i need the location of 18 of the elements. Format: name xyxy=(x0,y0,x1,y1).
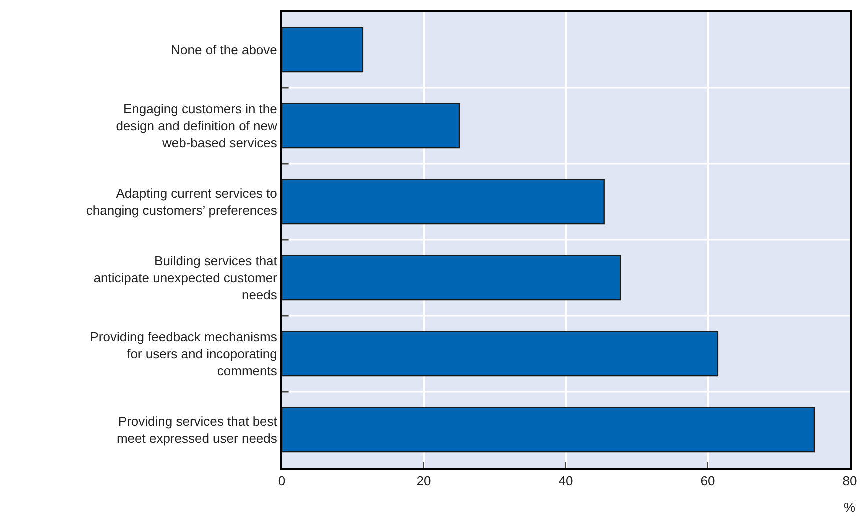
x-tick-label: 40 xyxy=(558,474,574,489)
y-tick-label: None of the above xyxy=(171,42,278,58)
x-tick-label: 20 xyxy=(416,474,432,489)
bar xyxy=(282,27,364,73)
x-tick-label: 60 xyxy=(700,474,716,489)
y-tick-label: Providing feedback mechanisms for users and incoporating comments xyxy=(90,330,278,378)
y-tick-label: Adapting current services to changing customers’ preferences xyxy=(86,186,278,218)
x-tick-label: 80 xyxy=(842,474,858,489)
bar xyxy=(282,407,816,453)
y-tick-label: Building services that anticipate unexpected customer needs xyxy=(94,254,278,302)
bar xyxy=(282,179,605,225)
y-tick-label: Engaging customers in the design and definition of new web-based services xyxy=(116,102,278,150)
bar xyxy=(282,255,622,301)
x-tick-label: 0 xyxy=(278,474,286,489)
bar xyxy=(282,103,460,149)
y-tick-label: Providing services that best meet expressed user needs xyxy=(116,414,278,446)
bar xyxy=(282,331,719,377)
x-axis-title: % xyxy=(844,500,856,515)
